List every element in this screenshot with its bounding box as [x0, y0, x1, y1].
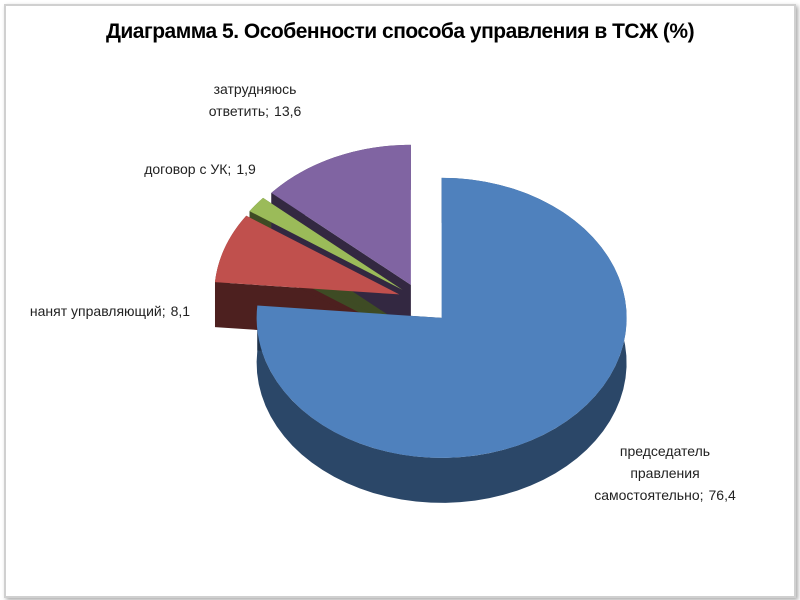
data-label: председатель правления самостоятельно; 76…	[585, 440, 745, 506]
data-label: затрудняюсь ответить; 13,6	[170, 78, 340, 122]
pie-slice	[249, 197, 403, 290]
data-label: договор с УК; 1,9	[100, 158, 300, 180]
data-label: нанят управляющий; 8,1	[20, 300, 200, 322]
chart-title: Диаграмма 5. Особенности способа управле…	[105, 20, 695, 43]
category-name: затрудняюсь ответить;	[208, 81, 297, 119]
category-name: нанят управляющий;	[29, 303, 166, 319]
pie-slice	[271, 144, 411, 285]
value-label: 13,6	[274, 103, 302, 119]
value-label: 1,9	[236, 161, 256, 177]
category-name: договор с УК;	[144, 161, 232, 177]
value-label: 8,1	[170, 303, 191, 319]
pie-slice	[256, 177, 627, 458]
pie-slice	[214, 215, 400, 295]
value-label: 76,4	[708, 487, 736, 503]
category-name: председатель правления самостоятельно;	[594, 443, 711, 503]
chart-frame	[4, 4, 796, 598]
